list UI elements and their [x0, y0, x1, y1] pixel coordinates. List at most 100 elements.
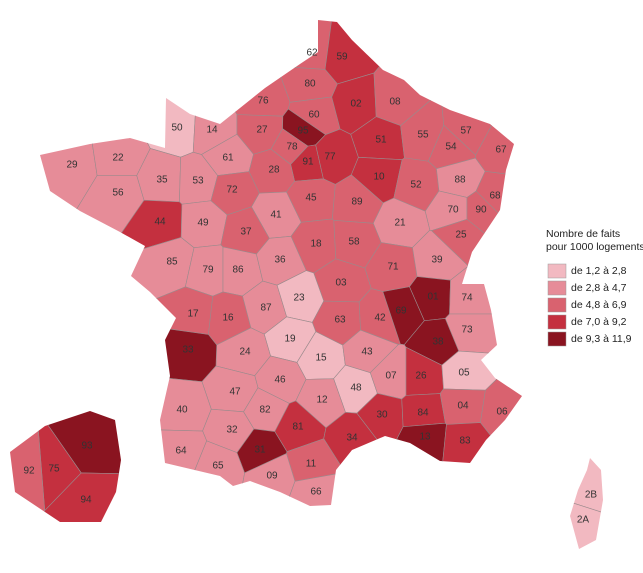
- department-code: 67: [495, 145, 507, 156]
- department: [211, 20, 335, 70]
- department: [388, 422, 447, 506]
- department-code: 24: [239, 347, 251, 358]
- department-code: 65: [212, 461, 224, 472]
- department-code: 60: [308, 110, 320, 121]
- department-code: 59: [336, 52, 348, 63]
- department-code: 07: [385, 371, 397, 382]
- department-code: 43: [361, 347, 373, 358]
- legend-title: Nombre de faits: [546, 228, 620, 240]
- department: [475, 20, 522, 193]
- department-code: 23: [293, 293, 305, 304]
- department-code: 66: [310, 487, 322, 498]
- department-code: 88: [454, 175, 466, 186]
- legend-swatch: [547, 263, 567, 279]
- department-code: 77: [324, 152, 336, 163]
- department-code: 18: [310, 239, 322, 250]
- department-code: 85: [166, 257, 178, 268]
- department-code: 83: [459, 436, 471, 447]
- legend-title: pour 1000 logements: [546, 241, 643, 253]
- department-code: 19: [284, 334, 296, 345]
- department: [441, 350, 522, 391]
- department-code: 87: [260, 303, 272, 314]
- department-code: 46: [274, 375, 286, 386]
- department-code: 10: [373, 172, 385, 183]
- department-code: 14: [206, 125, 218, 136]
- department-code: 27: [256, 125, 268, 136]
- department-code: 95: [297, 126, 309, 137]
- department-code: 41: [270, 210, 282, 221]
- legend-label: de 1,2 à 2,8: [571, 265, 627, 277]
- department-code: 56: [112, 188, 124, 199]
- department-code: 13: [419, 432, 431, 443]
- department-code: 16: [222, 313, 234, 324]
- department-code: 12: [316, 395, 328, 406]
- department-code: 36: [274, 255, 286, 266]
- department-code: 78: [286, 142, 298, 153]
- department-code: 64: [175, 446, 187, 457]
- department-code: 40: [176, 405, 188, 416]
- department-code: 17: [187, 309, 199, 320]
- legend-swatch: [547, 297, 567, 313]
- legend-swatch: [547, 280, 567, 296]
- department-code: 38: [432, 337, 444, 348]
- department-code: 31: [254, 445, 266, 456]
- department-code: 52: [410, 180, 422, 191]
- department-code: 2B: [585, 490, 598, 501]
- department: [183, 20, 291, 117]
- department: [261, 472, 426, 506]
- department-code: 08: [389, 97, 401, 108]
- legend-label: de 7,0 à 9,2: [571, 316, 627, 328]
- department-code: 92: [23, 466, 35, 477]
- department-code: 80: [304, 79, 316, 90]
- department-code: 32: [226, 425, 238, 436]
- department: [40, 237, 195, 339]
- legend-label: de 4,8 à 6,9: [571, 299, 627, 311]
- department-code: 22: [112, 153, 124, 164]
- department-code: 62: [306, 48, 318, 59]
- department-code: 76: [257, 96, 269, 107]
- department-code: 37: [240, 227, 252, 238]
- department-code: 39: [431, 255, 443, 266]
- department-code: 58: [348, 237, 360, 248]
- department: [40, 20, 98, 337]
- department-code: 68: [489, 191, 501, 202]
- department-code: 57: [460, 126, 472, 137]
- department-code: 03: [335, 278, 347, 289]
- department-code: 89: [351, 197, 363, 208]
- department-code: 33: [182, 345, 194, 356]
- department-code: 54: [445, 142, 457, 153]
- legend-label: de 9,3 à 11,9: [571, 333, 632, 345]
- department-code: 93: [81, 441, 93, 452]
- department-code: 28: [268, 165, 280, 176]
- department-code: 79: [202, 265, 214, 276]
- department-code: 04: [457, 401, 469, 412]
- department-code: 35: [156, 175, 168, 186]
- department: [431, 422, 522, 506]
- department-code: 50: [171, 123, 183, 134]
- department-code: 90: [475, 205, 487, 216]
- department-code: 55: [417, 130, 429, 141]
- department-code: 09: [266, 471, 278, 482]
- department-code: 30: [376, 410, 388, 421]
- department-code: 94: [80, 495, 92, 506]
- department-code: 49: [197, 218, 209, 229]
- department-code: 71: [387, 262, 399, 273]
- department-code: 47: [229, 387, 241, 398]
- department-code: 02: [350, 99, 362, 110]
- department: [440, 20, 522, 156]
- legend-swatch: [547, 331, 567, 347]
- department: [480, 305, 522, 506]
- department-code: 69: [395, 306, 407, 317]
- department-code: 45: [305, 193, 317, 204]
- department-code: 84: [417, 408, 429, 419]
- department-code: 21: [394, 218, 406, 229]
- department-code: 42: [374, 313, 386, 324]
- department: [466, 190, 522, 267]
- department-code: 75: [48, 464, 60, 475]
- department-code: 26: [415, 371, 427, 382]
- department-code: 63: [334, 315, 346, 326]
- department-code: 81: [292, 422, 304, 433]
- department-code: 48: [350, 383, 362, 394]
